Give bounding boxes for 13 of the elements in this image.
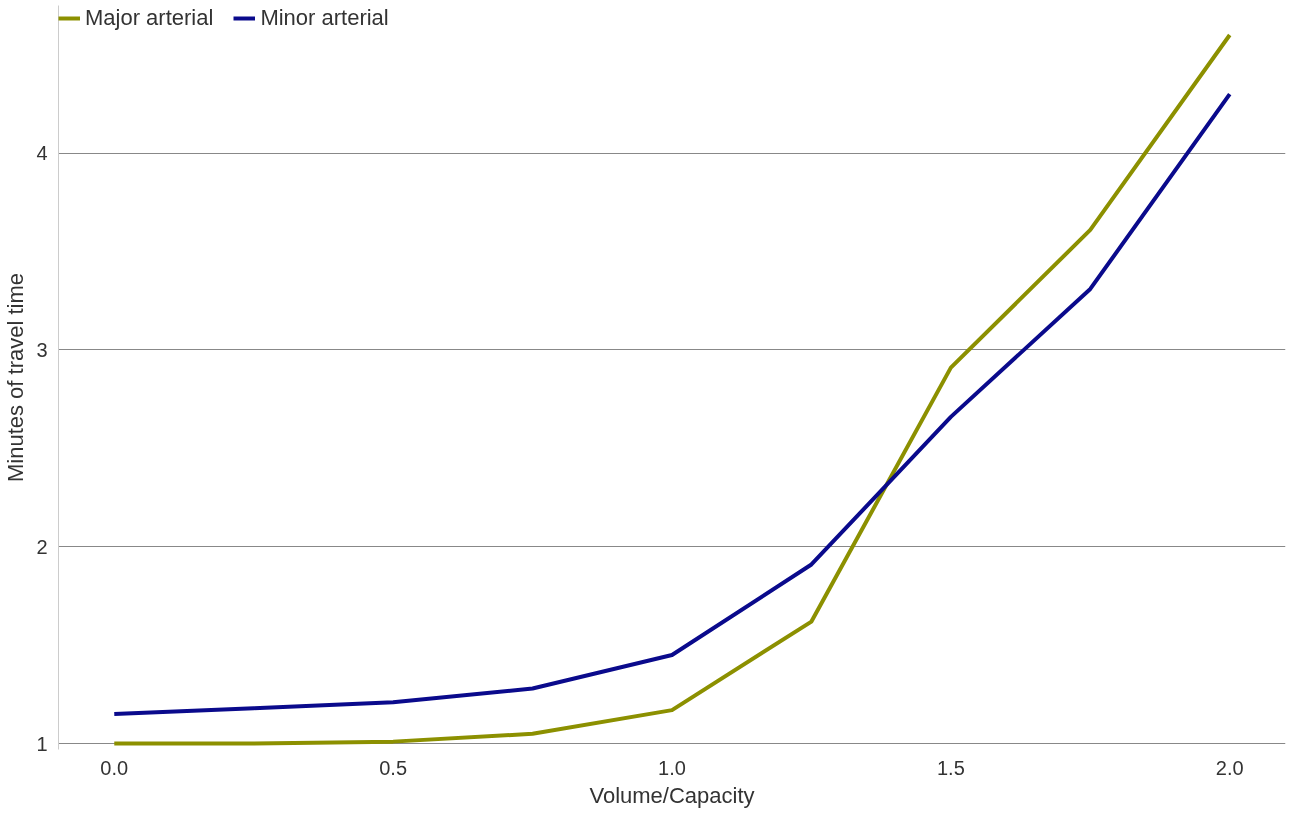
x-tick-label: 1.0 [658, 756, 686, 779]
x-tick-label: 0.5 [379, 756, 408, 779]
legend-label: Major arterial [85, 5, 214, 31]
legend-label: Minor arterial [260, 5, 389, 31]
y-tick-label: 2 [36, 535, 48, 558]
y-tick-label: 1 [36, 732, 48, 755]
y-tick-label: 4 [36, 142, 48, 165]
y-axis-title: Minutes of travel time [3, 272, 29, 483]
x-tick-label: 2.0 [1215, 756, 1244, 779]
x-axis-title: Volume/Capacity [589, 782, 755, 808]
x-tick-label: 0.0 [100, 756, 129, 779]
x-tick-label: 1.5 [936, 756, 965, 779]
y-tick-label: 3 [36, 338, 48, 361]
